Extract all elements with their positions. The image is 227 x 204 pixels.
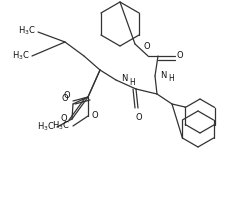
- Text: O: O: [61, 94, 68, 103]
- Text: H$_3$C: H$_3$C: [12, 50, 30, 62]
- Text: O: O: [143, 42, 150, 51]
- Text: H$_3$C: H$_3$C: [52, 120, 70, 132]
- Text: O: O: [135, 113, 142, 122]
- Text: N: N: [159, 71, 166, 80]
- Text: H$_3$C: H$_3$C: [18, 25, 36, 37]
- Text: O: O: [176, 51, 183, 61]
- Text: O: O: [92, 112, 98, 121]
- Text: N: N: [121, 74, 127, 83]
- Text: O: O: [63, 91, 70, 100]
- Text: H: H: [167, 74, 173, 83]
- Text: H$_3$C: H$_3$C: [37, 121, 55, 133]
- Text: O: O: [60, 114, 67, 123]
- Text: H: H: [128, 79, 134, 88]
